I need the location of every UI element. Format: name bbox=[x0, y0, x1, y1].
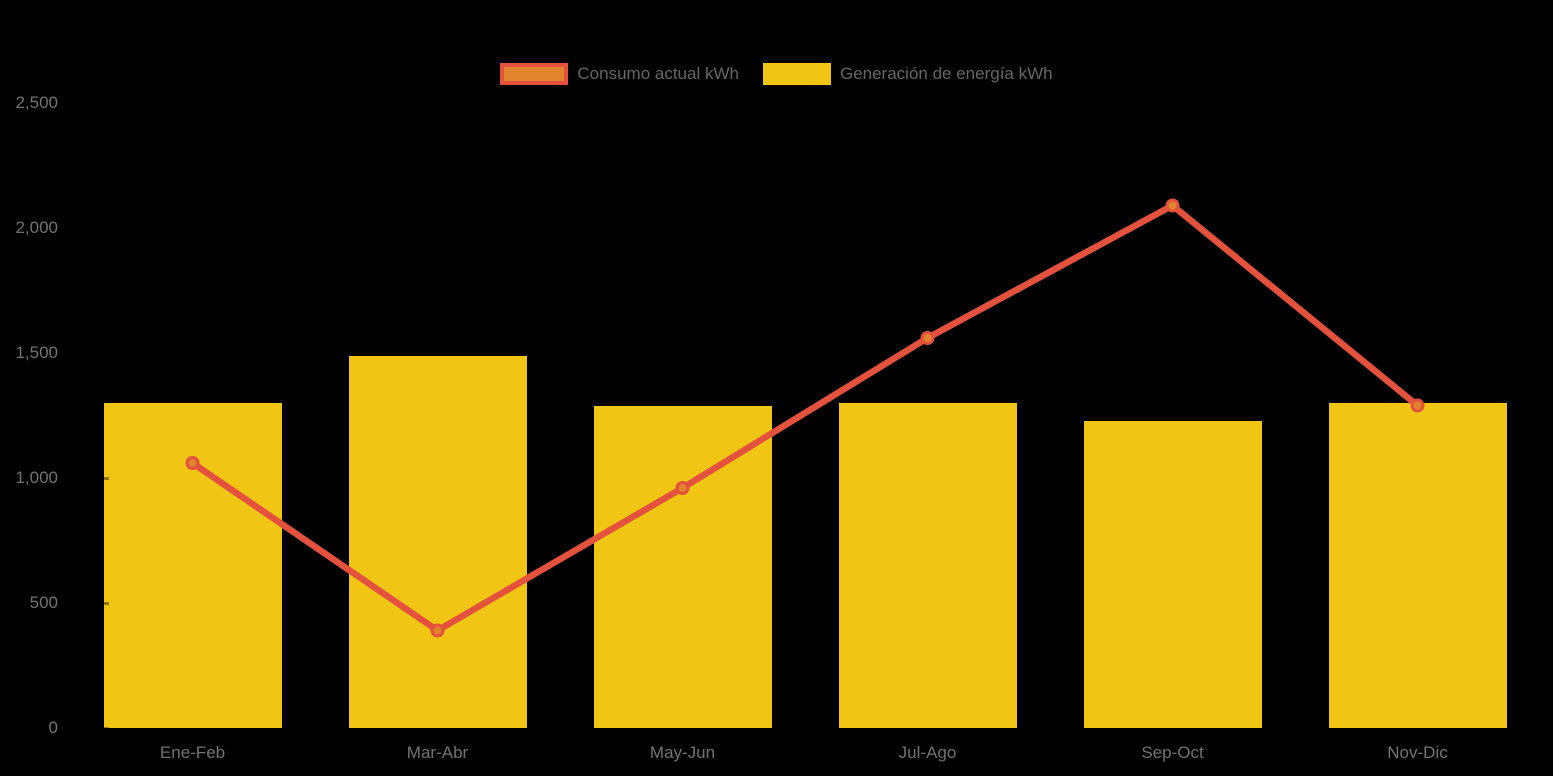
line-point-Jul-Ago bbox=[920, 331, 935, 345]
line-point-Ene-Feb bbox=[185, 456, 200, 470]
x-tick-label: Ene-Feb bbox=[159, 743, 226, 762]
y-axis-tick bbox=[100, 352, 109, 355]
y-axis-tick bbox=[100, 477, 109, 480]
x-axis: Ene-Feb Mar-Abr May-Jun Jul-Ago Sep-Oct Nov-D… bbox=[70, 743, 1540, 767]
y-tick-label: 1,500 bbox=[15, 343, 58, 362]
x-tick-label: May-Jun bbox=[649, 743, 716, 762]
x-tick-label: Mar-Abr bbox=[406, 743, 469, 762]
y-axis: 0 500 1,000 1,500 2,000 2,500 bbox=[0, 93, 58, 737]
legend-swatch-bar bbox=[762, 63, 831, 85]
y-tick-label: 2,500 bbox=[15, 93, 58, 112]
line-point-May-Jun bbox=[675, 481, 690, 495]
y-axis-tick bbox=[100, 102, 109, 105]
legend-label: Consumo actual kWh bbox=[577, 64, 739, 83]
legend-label: Generación de energía kWh bbox=[839, 64, 1053, 83]
y-axis-tick bbox=[100, 602, 109, 605]
y-tick-label: 0 bbox=[48, 718, 58, 737]
line-point-Sep-Oct bbox=[1165, 198, 1180, 213]
x-tick-label: Jul-Ago bbox=[898, 743, 957, 762]
bar-Jul-Ago bbox=[838, 403, 1017, 728]
legend-swatch-line bbox=[500, 63, 569, 85]
bar-May-Jun bbox=[593, 405, 772, 728]
plot-area bbox=[70, 102, 1540, 730]
line-series bbox=[185, 198, 1425, 638]
y-tick-label: 2,000 bbox=[15, 218, 58, 237]
legend: Consumo actual kWh Generación de energía … bbox=[0, 63, 1553, 85]
legend-item-line[interactable]: Consumo actual kWh bbox=[500, 63, 739, 85]
y-tick-label: 1,000 bbox=[15, 468, 58, 487]
legend-item-bar[interactable]: Generación de energía kWh bbox=[762, 63, 1053, 85]
bar-Nov-Dic bbox=[1328, 403, 1507, 728]
y-tick-label: 500 bbox=[29, 593, 58, 612]
x-tick-label: Sep-Oct bbox=[1141, 743, 1204, 762]
x-tick-label: Nov-Dic bbox=[1387, 743, 1448, 762]
y-axis-tick bbox=[100, 227, 109, 230]
line-point-Nov-Dic bbox=[1410, 398, 1425, 413]
line-point-Mar-Abr bbox=[430, 623, 445, 638]
bar-Sep-Oct bbox=[1083, 420, 1262, 728]
y-axis-tick bbox=[100, 727, 109, 730]
bar-Mar-Abr bbox=[348, 355, 527, 728]
consumo-line bbox=[189, 202, 1421, 634]
